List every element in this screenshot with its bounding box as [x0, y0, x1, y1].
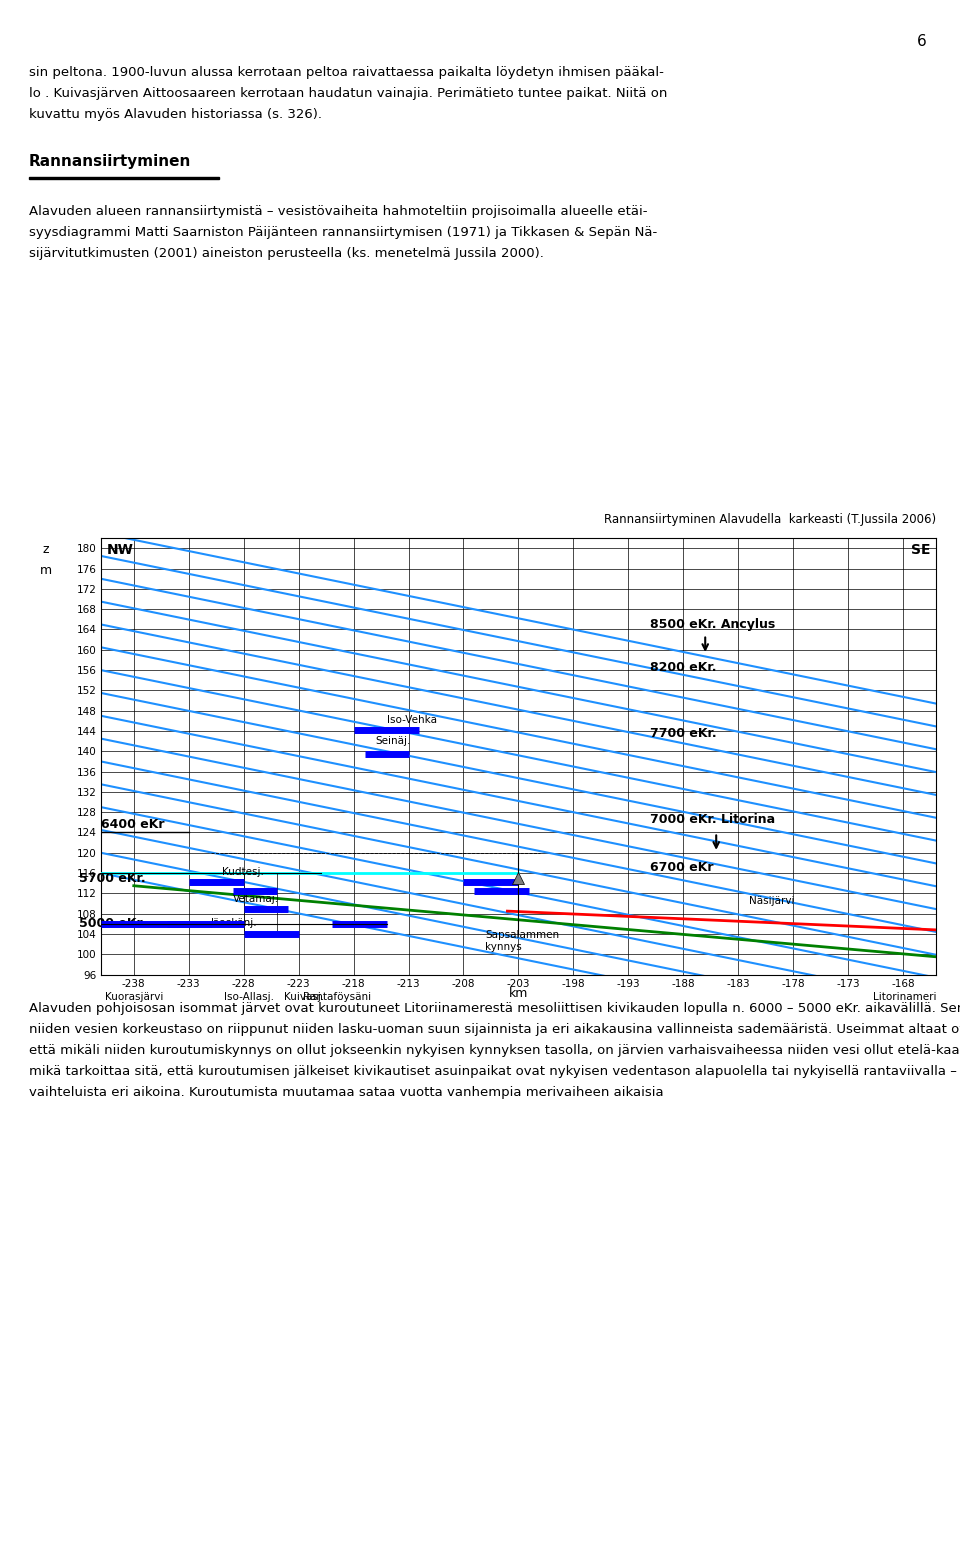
Text: Iso-Allasj.: Iso-Allasj. [224, 993, 275, 1002]
Text: 5000 eKr.: 5000 eKr. [79, 917, 146, 930]
Text: lo . Kuivasjärven Aittoosaareen kerrotaan haudatun vainajia. Perimätieto tuntee : lo . Kuivasjärven Aittoosaareen kerrotaa… [29, 88, 667, 100]
Text: 5700 eKr.: 5700 eKr. [79, 871, 146, 885]
Text: Alavuden pohjoisosan isommat järvet ovat kuroutuneet Litoriinamerestä mesoliitti: Alavuden pohjoisosan isommat järvet ovat… [29, 1002, 960, 1015]
Text: Iso-Vehka: Iso-Vehka [387, 715, 437, 725]
Text: 8200 eKr.: 8200 eKr. [650, 662, 717, 674]
Text: z: z [42, 543, 49, 557]
Text: Rannansiirtyminen Alavudella  karkeasti (T.Jussila 2006): Rannansiirtyminen Alavudella karkeasti (… [604, 513, 936, 526]
Text: 7700 eKr.: 7700 eKr. [650, 726, 717, 740]
Text: Jäaskänj.: Jäaskänj. [210, 917, 257, 928]
Text: 6700 eKr: 6700 eKr [650, 862, 714, 874]
Text: 7000 eKr. Litorina: 7000 eKr. Litorina [650, 813, 776, 827]
Text: Sapsalammen
kynnys: Sapsalammen kynnys [486, 930, 560, 951]
Text: Näsijärvi: Näsijärvi [749, 896, 795, 907]
Text: Litorinameri: Litorinameri [873, 993, 936, 1002]
Text: 6400 eKr: 6400 eKr [101, 819, 164, 831]
Text: että mikäli niiden kuroutumiskynnys on ollut jokseenkin nykyisen kynnyksen tasol: että mikäli niiden kuroutumiskynnys on o… [29, 1044, 960, 1056]
Text: 8500 eKr. Ancylus: 8500 eKr. Ancylus [650, 618, 776, 631]
Text: kuvattu myös Alavuden historiassa (s. 326).: kuvattu myös Alavuden historiassa (s. 32… [29, 108, 322, 120]
Text: NW: NW [107, 543, 133, 557]
Text: Rannansiirtyminen: Rannansiirtyminen [29, 154, 191, 170]
Text: Kuivasj.: Kuivasj. [284, 993, 324, 1002]
Text: Kuorasjärvi: Kuorasjärvi [105, 993, 163, 1002]
Text: m: m [39, 563, 52, 577]
Text: Alavuden alueen rannansiirtymistä – vesistövaiheita hahmoteltiin projisoimalla a: Alavuden alueen rannansiirtymistä – vesi… [29, 205, 647, 217]
Text: mikä tarkoittaa sitä, että kuroutumisen jälkeiset kivikautiset asuinpaikat ovat : mikä tarkoittaa sitä, että kuroutumisen … [29, 1064, 960, 1078]
Text: km: km [509, 987, 528, 1001]
Text: Kudtesj.: Kudtesj. [222, 867, 264, 877]
Text: 6: 6 [917, 34, 926, 49]
Text: SE: SE [911, 543, 930, 557]
Text: sin peltona. 1900-luvun alussa kerrotaan peltoa raivattaessa paikalta löydetyn i: sin peltona. 1900-luvun alussa kerrotaan… [29, 66, 663, 79]
Text: vaihteluista eri aikoina. Kuroutumista muutamaa sataa vuotta vanhempia merivaihe: vaihteluista eri aikoina. Kuroutumista m… [29, 1086, 663, 1098]
Text: syysdiagrammi Matti Saarniston Päijänteen rannansiirtymisen (1971) ja Tikkasen &: syysdiagrammi Matti Saarniston Päijäntee… [29, 227, 657, 239]
Text: sijärvitutkimusten (2001) aineiston perusteella (ks. menetelmä Jussila 2000).: sijärvitutkimusten (2001) aineiston peru… [29, 247, 543, 259]
Text: Vetämäj.: Vetämäj. [232, 893, 278, 904]
Text: Rantaföysäni: Rantaföysäni [303, 993, 372, 1002]
Text: niiden vesien korkeustaso on riippunut niiden lasku-uoman suun sijainnista ja er: niiden vesien korkeustaso on riippunut n… [29, 1024, 960, 1036]
Text: Seinäj.: Seinäj. [375, 736, 411, 746]
